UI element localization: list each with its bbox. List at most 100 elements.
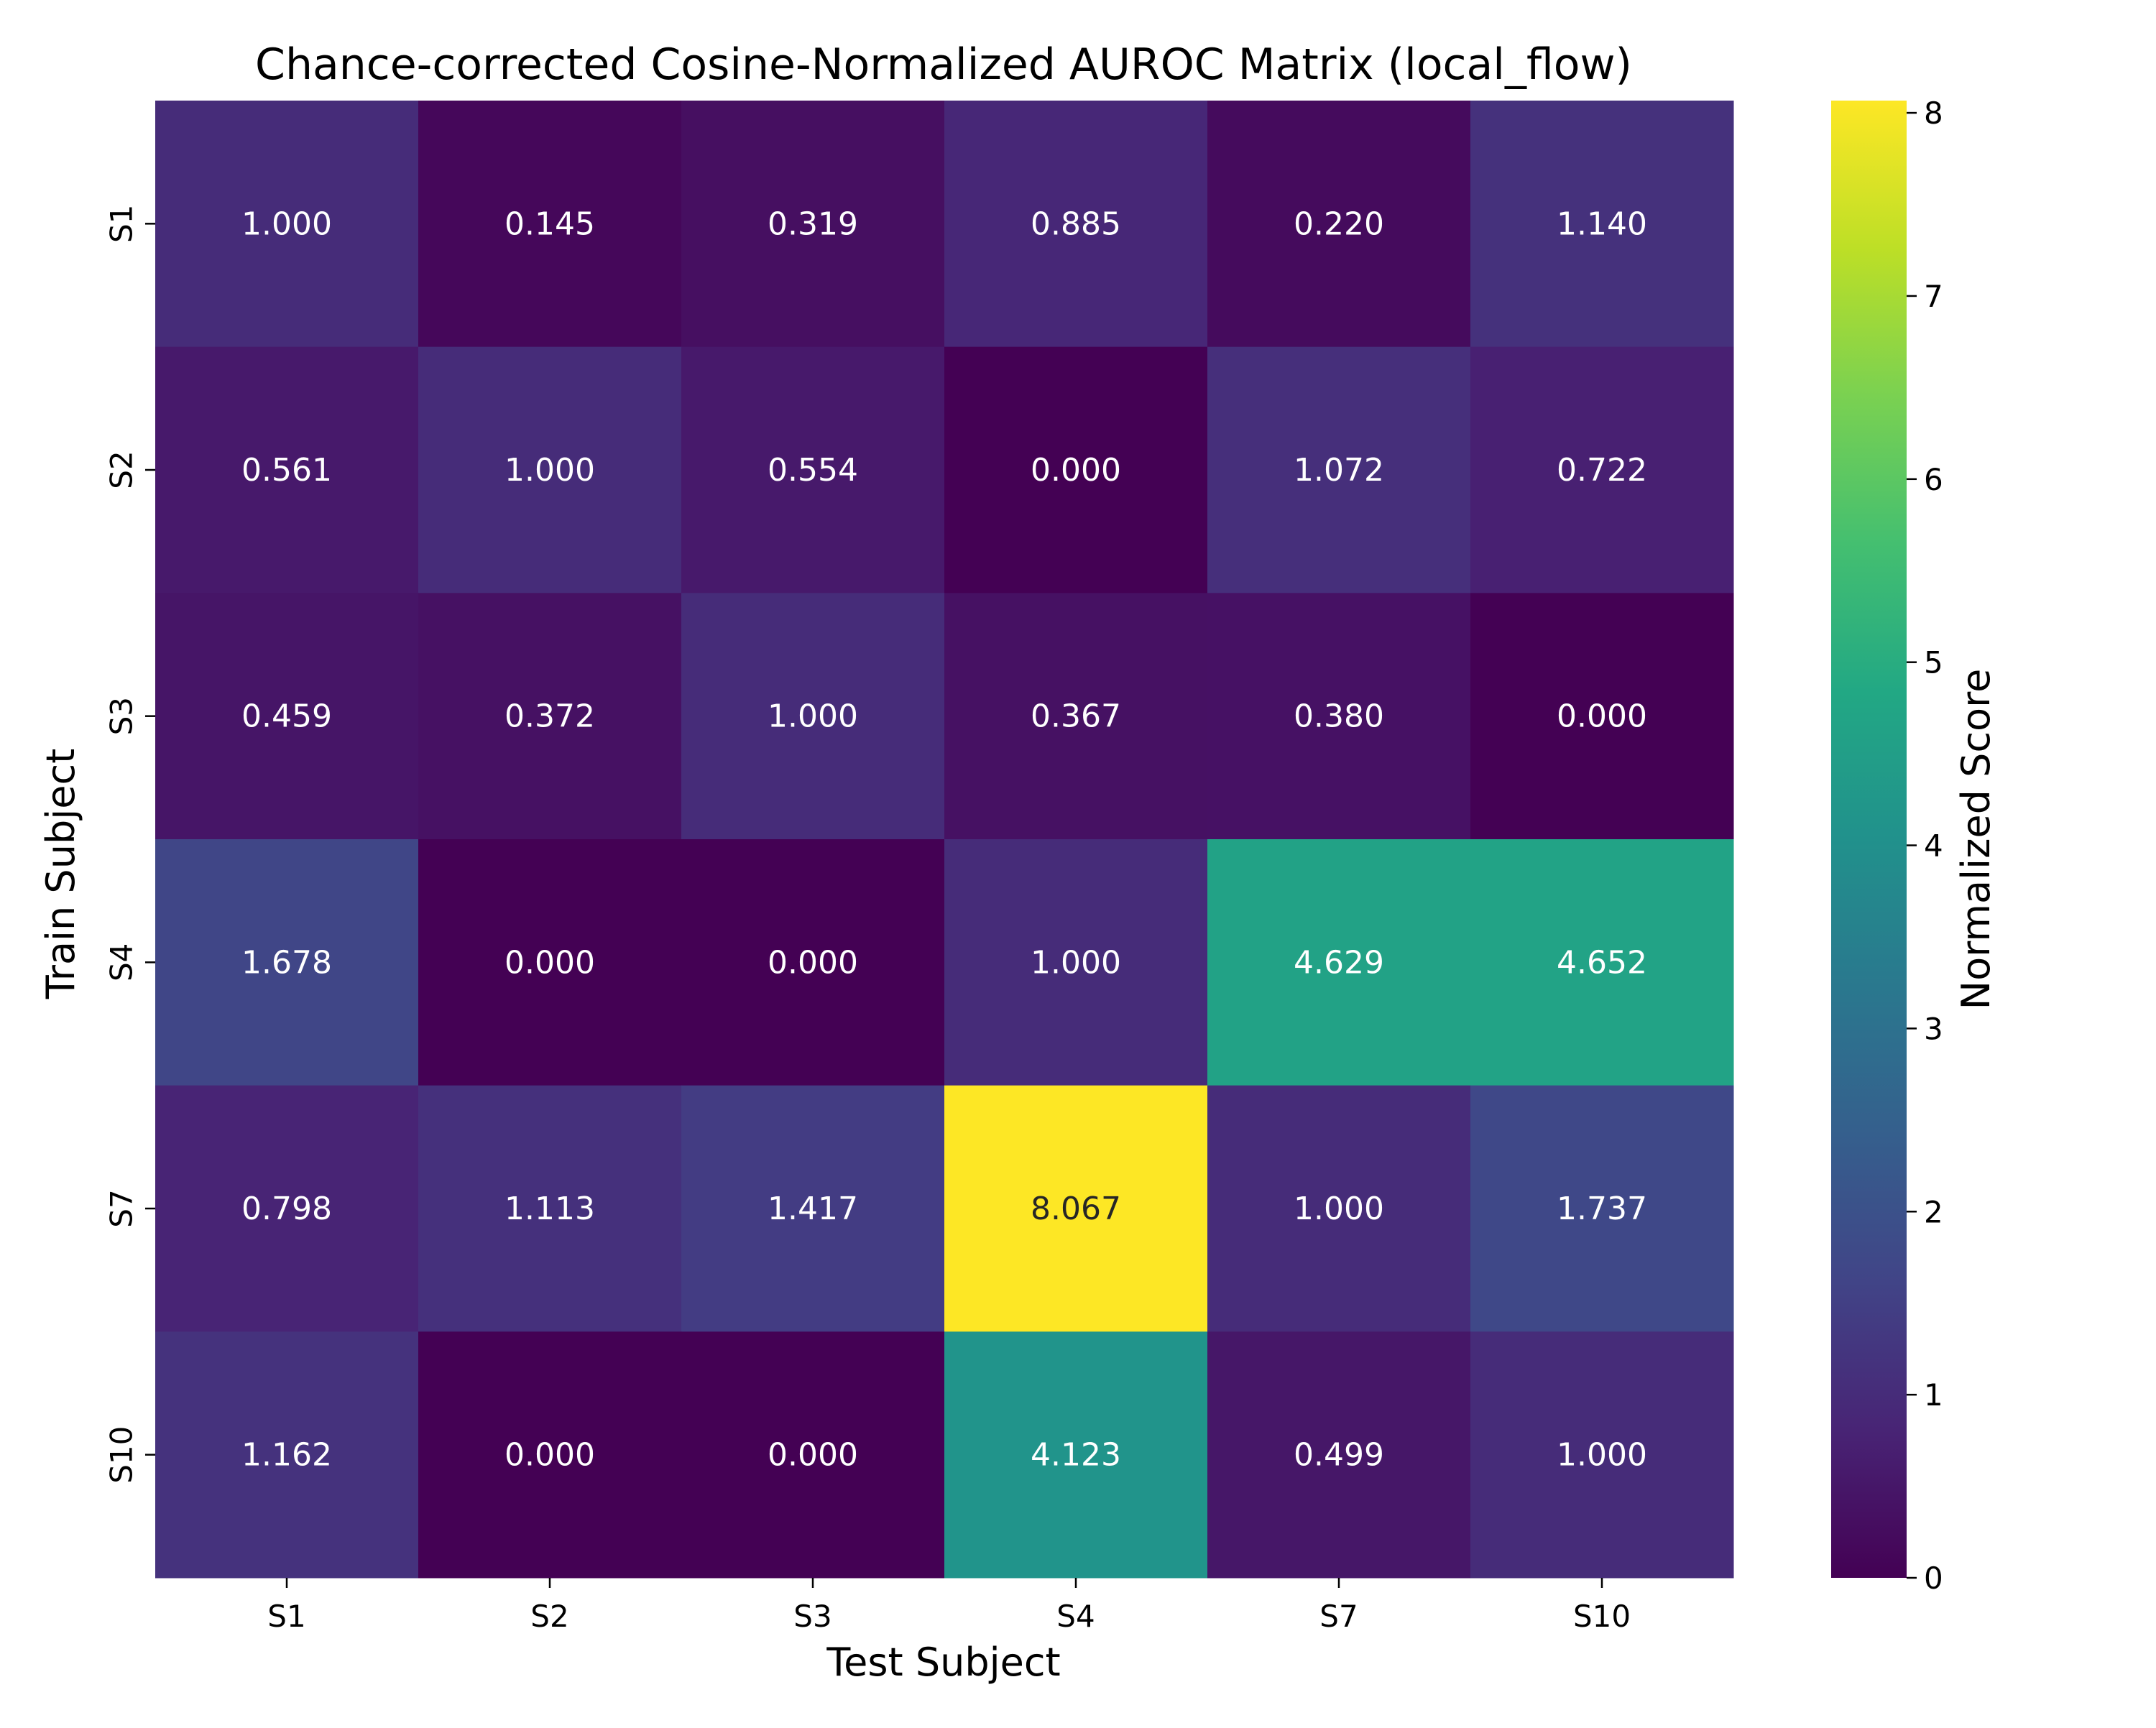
heatmap-cell-r3-c5 bbox=[1470, 839, 1734, 1086]
heatmap-cell-label-r2-c4: 0.380 bbox=[1294, 698, 1384, 735]
heatmap-cell-r5-c1 bbox=[418, 1331, 682, 1579]
heatmap-cell-r1-c2 bbox=[681, 346, 945, 593]
colorbar-tick-label-7: 7 bbox=[1924, 279, 1943, 314]
y-tick-label-S7: S7 bbox=[104, 1189, 139, 1227]
y-tick-label-S2: S2 bbox=[104, 451, 139, 489]
heatmap-cell-r3-c4 bbox=[1207, 839, 1471, 1086]
heatmap-cell-r0-c2 bbox=[681, 101, 945, 348]
heatmap-cell-label-r0-c1: 0.145 bbox=[505, 205, 595, 242]
heatmap-cell-label-r1-c2: 0.554 bbox=[768, 452, 858, 489]
heatmap-cell-r5-c0 bbox=[155, 1331, 419, 1579]
heatmap-cell-label-r0-c3: 0.885 bbox=[1031, 205, 1121, 242]
y-tick-label-S10: S10 bbox=[104, 1426, 139, 1484]
heatmap-cell-r3-c3 bbox=[944, 839, 1208, 1086]
heatmap-cell-label-r3-c0: 1.678 bbox=[241, 944, 332, 981]
heatmap-cell-r3-c0 bbox=[155, 839, 419, 1086]
heatmap-cell-label-r0-c2: 0.319 bbox=[768, 205, 858, 242]
heatmap-cell-r2-c5 bbox=[1470, 593, 1734, 840]
heatmap-cell-r1-c4 bbox=[1207, 346, 1471, 593]
heatmap-cell-r3-c1 bbox=[418, 839, 682, 1086]
heatmap-cell-r0-c5 bbox=[1470, 101, 1734, 348]
heatmap-cell-label-r4-c5: 1.737 bbox=[1557, 1191, 1647, 1227]
heatmap-cell-r4-c4 bbox=[1207, 1085, 1471, 1332]
heatmap-cell-r4-c0 bbox=[155, 1085, 419, 1332]
heatmap-cell-label-r0-c5: 1.140 bbox=[1557, 205, 1647, 242]
heatmap-cell-label-r3-c5: 4.652 bbox=[1557, 944, 1647, 981]
heatmap-cell-r2-c2 bbox=[681, 593, 945, 840]
heatmap-cell-r2-c1 bbox=[418, 593, 682, 840]
y-axis-label: Train Subject bbox=[38, 749, 83, 1000]
heatmap-cell-label-r2-c1: 0.372 bbox=[505, 698, 595, 735]
colorbar bbox=[1831, 101, 1907, 1578]
y-axis-ticks: S1 S2 S3 S4 S7 S10 bbox=[104, 205, 155, 1484]
chart-title: Chance-corrected Cosine-Normalized AUROC… bbox=[255, 40, 1632, 90]
heatmap-cell-r2-c0 bbox=[155, 593, 419, 840]
x-tick-label-S3: S3 bbox=[793, 1599, 831, 1634]
colorbar-ticks: 0 1 2 3 4 5 6 7 8 bbox=[1907, 96, 1943, 1596]
heatmap-cell-label-r1-c5: 0.722 bbox=[1557, 452, 1647, 489]
heatmap-cell-label-r5-c1: 0.000 bbox=[505, 1437, 595, 1474]
y-tick-label-S3: S3 bbox=[104, 697, 139, 735]
colorbar-tick-label-0: 0 bbox=[1924, 1561, 1943, 1596]
x-tick-label-S10: S10 bbox=[1573, 1599, 1631, 1634]
colorbar-tick-label-2: 2 bbox=[1924, 1194, 1943, 1229]
heatmap-cell-r4-c5 bbox=[1470, 1085, 1734, 1332]
colorbar-tick-label-3: 3 bbox=[1924, 1011, 1943, 1046]
heatmap-cell-r4-c1 bbox=[418, 1085, 682, 1332]
heatmap-cell-label-r4-c1: 1.113 bbox=[505, 1191, 595, 1227]
heatmap-cell-label-r2-c0: 0.459 bbox=[241, 698, 332, 735]
heatmap-cell-label-r1-c3: 0.000 bbox=[1031, 452, 1121, 489]
heatmap-cell-r0-c1 bbox=[418, 101, 682, 348]
heatmap-cell-r4-c2 bbox=[681, 1085, 945, 1332]
heatmap-cell-label-r5-c2: 0.000 bbox=[768, 1437, 858, 1474]
heatmap-cells bbox=[155, 101, 1734, 1579]
heatmap-cell-label-r4-c4: 1.000 bbox=[1294, 1191, 1384, 1227]
y-tick-label-S1: S1 bbox=[104, 205, 139, 243]
colorbar-tick-label-8: 8 bbox=[1924, 96, 1943, 131]
heatmap-cell-r3-c2 bbox=[681, 839, 945, 1086]
x-axis-label: Test Subject bbox=[826, 1640, 1060, 1685]
heatmap-cell-r1-c0 bbox=[155, 346, 419, 593]
heatmap-cell-label-r5-c4: 0.499 bbox=[1294, 1437, 1384, 1474]
x-tick-label-S7: S7 bbox=[1319, 1599, 1358, 1634]
heatmap-cell-label-r5-c3: 4.123 bbox=[1031, 1437, 1121, 1474]
heatmap-cell-r5-c2 bbox=[681, 1331, 945, 1579]
heatmap-cell-label-r3-c2: 0.000 bbox=[768, 944, 858, 981]
heatmap-cell-r0-c0 bbox=[155, 101, 419, 348]
heatmap-cell-label-r5-c0: 1.162 bbox=[241, 1437, 332, 1474]
y-tick-label-S4: S4 bbox=[104, 943, 139, 981]
heatmap-cell-r0-c4 bbox=[1207, 101, 1471, 348]
heatmap-cell-label-r3-c4: 4.629 bbox=[1294, 944, 1384, 981]
heatmap-cell-r4-c3 bbox=[944, 1085, 1208, 1332]
heatmap-cell-r1-c1 bbox=[418, 346, 682, 593]
heatmap-cell-label-r2-c5: 0.000 bbox=[1557, 698, 1647, 735]
heatmap-cell-label-r4-c0: 0.798 bbox=[241, 1191, 332, 1227]
heatmap-cell-label-r0-c0: 1.000 bbox=[241, 205, 332, 242]
heatmap-cell-label-r3-c1: 0.000 bbox=[505, 944, 595, 981]
heatmap-cell-r5-c5 bbox=[1470, 1331, 1734, 1579]
colorbar-label: Normalized Score bbox=[1953, 669, 1999, 1010]
x-axis-ticks: S1 S2 S3 S4 S7 S10 bbox=[267, 1578, 1631, 1634]
heatmap-cell-label-r4-c3: 8.067 bbox=[1031, 1191, 1121, 1227]
x-tick-label-S2: S2 bbox=[530, 1599, 568, 1634]
heatmap-cell-label-r4-c2: 1.417 bbox=[768, 1191, 858, 1227]
heatmap-cell-r2-c4 bbox=[1207, 593, 1471, 840]
heatmap-cell-label-r2-c2: 1.000 bbox=[768, 698, 858, 735]
heatmap-cell-r5-c3 bbox=[944, 1331, 1208, 1579]
heatmap-cell-label-r1-c1: 1.000 bbox=[505, 452, 595, 489]
heatmap-cell-r1-c5 bbox=[1470, 346, 1734, 593]
x-tick-label-S1: S1 bbox=[267, 1599, 305, 1634]
colorbar-tick-label-6: 6 bbox=[1924, 462, 1943, 497]
heatmap-cell-label-r1-c4: 1.072 bbox=[1294, 452, 1384, 489]
heatmap-cell-r5-c4 bbox=[1207, 1331, 1471, 1579]
heatmap-cell-label-r1-c0: 0.561 bbox=[241, 452, 332, 489]
heatmap-cell-r2-c3 bbox=[944, 593, 1208, 840]
heatmap-cell-label-r0-c4: 0.220 bbox=[1294, 205, 1384, 242]
colorbar-tick-label-1: 1 bbox=[1924, 1377, 1943, 1413]
colorbar-tick-label-5: 5 bbox=[1924, 645, 1943, 680]
heatmap-cell-r1-c3 bbox=[944, 346, 1208, 593]
heatmap-cell-r0-c3 bbox=[944, 101, 1208, 348]
heatmap-cell-labels: 1.000 0.145 0.319 0.885 0.220 1.140 0.561 1.000… bbox=[241, 205, 1647, 1473]
